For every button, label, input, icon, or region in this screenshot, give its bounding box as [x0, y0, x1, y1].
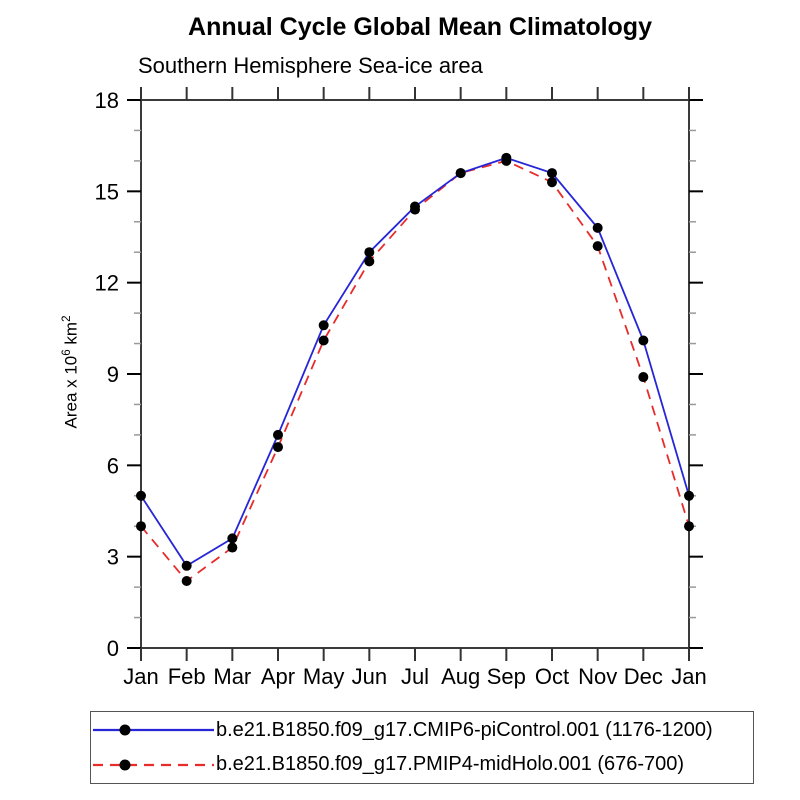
- y-tick-label: 15: [95, 179, 119, 204]
- data-point: [181, 560, 192, 571]
- data-point: [547, 168, 557, 179]
- legend-swatch-picontrol-line-icon: [93, 724, 214, 736]
- y-tick-label: 0: [107, 636, 119, 661]
- data-point: [638, 335, 649, 346]
- data-point: [364, 256, 375, 267]
- data-point: [227, 533, 238, 544]
- y-tick-label: 3: [107, 545, 119, 570]
- y-tick-label: 6: [107, 453, 119, 478]
- x-tick-label: Feb: [168, 664, 206, 689]
- x-tick-label: Jul: [401, 664, 429, 689]
- data-point: [501, 155, 512, 166]
- y-tick-label: 9: [107, 362, 119, 387]
- data-point: [684, 490, 694, 501]
- data-point: [273, 429, 283, 440]
- x-tick-label: Aug: [441, 664, 480, 689]
- x-tick-label: Nov: [578, 664, 617, 689]
- chart-title: Annual Cycle Global Mean Climatology: [188, 13, 652, 41]
- data-point: [136, 521, 146, 532]
- x-tick-label: Sep: [487, 664, 526, 689]
- legend-item-picontrol: b.e21.B1850.f09_g17.CMIP6-piControl.001 …: [91, 714, 753, 746]
- series-line-0: [140, 156, 690, 568]
- legend-label-picontrol: b.e21.B1850.f09_g17.CMIP6-piControl.001 …: [216, 718, 713, 741]
- legend-swatch-midholo-line-icon: [93, 759, 214, 771]
- data-point: [592, 222, 603, 233]
- chart-subtitle: Southern Hemisphere Sea-ice area: [138, 53, 483, 78]
- data-point: [592, 241, 603, 252]
- legend-box: b.e21.B1850.f09_g17.CMIP6-piControl.001 …: [90, 711, 754, 784]
- data-point: [273, 442, 283, 453]
- legend-item-midholo: b.e21.B1850.f09_g17.PMIP4-midHolo.001 (6…: [91, 749, 753, 781]
- data-point: [318, 335, 329, 346]
- data-point: [318, 320, 329, 331]
- x-tick-label: Oct: [535, 664, 569, 689]
- plot-frame: [140, 99, 690, 649]
- data-point: [547, 177, 557, 188]
- data-point: [684, 521, 694, 532]
- data-point: [227, 542, 238, 553]
- data-point: [136, 490, 146, 501]
- x-tick-label: Jan: [671, 664, 706, 689]
- x-tick-label: Apr: [261, 664, 295, 689]
- x-tick-label: Jun: [352, 664, 387, 689]
- data-point: [455, 168, 466, 179]
- data-point: [364, 247, 375, 258]
- data-point: [638, 372, 649, 383]
- x-tick-label: May: [303, 664, 345, 689]
- x-tick-label: Jan: [123, 664, 158, 689]
- x-tick-label: Dec: [624, 664, 663, 689]
- x-tick-label: Mar: [213, 664, 251, 689]
- y-tick-label: 12: [95, 271, 119, 296]
- data-point: [181, 576, 192, 587]
- series-line-1: [140, 159, 690, 583]
- data-point: [410, 204, 420, 215]
- y-tick-label: 18: [95, 88, 119, 113]
- legend-label-midholo: b.e21.B1850.f09_g17.PMIP4-midHolo.001 (6…: [216, 753, 685, 776]
